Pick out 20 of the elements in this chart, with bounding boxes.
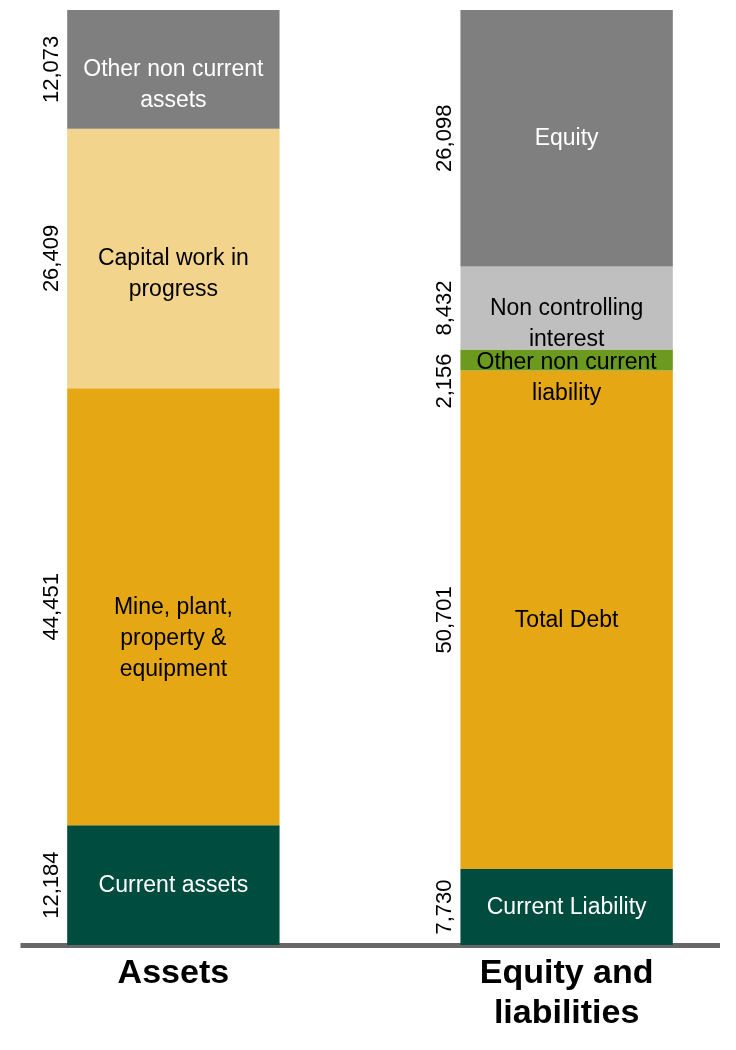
series-label: Other non current assets (83, 55, 265, 113)
data-label: 50,701 (431, 586, 457, 654)
data-label: 26,098 (431, 104, 457, 172)
series-label: Total Debt (514, 605, 620, 632)
series-label: Current assets (98, 871, 249, 898)
series-label: Capital work in progress (97, 244, 249, 302)
series-label: Non controlling interest (489, 293, 644, 351)
series-label: Equity (534, 124, 600, 151)
series-label: Other non current liability (476, 348, 658, 406)
data-label: 8,432 (431, 280, 457, 336)
data-label: 44,451 (38, 573, 64, 641)
series-label: Current Liability (486, 893, 648, 920)
data-label: 26,409 (38, 224, 64, 293)
x-tick-label: Assets (117, 951, 230, 990)
data-label: 12,073 (38, 35, 64, 103)
series-label: Mine, plant, property & equipment (113, 592, 233, 681)
data-label: 12,184 (38, 851, 64, 919)
data-label: 2,156 (431, 353, 457, 409)
data-label: 7,730 (431, 879, 457, 935)
x-tick-label: Equity and liabilities (479, 951, 654, 1030)
